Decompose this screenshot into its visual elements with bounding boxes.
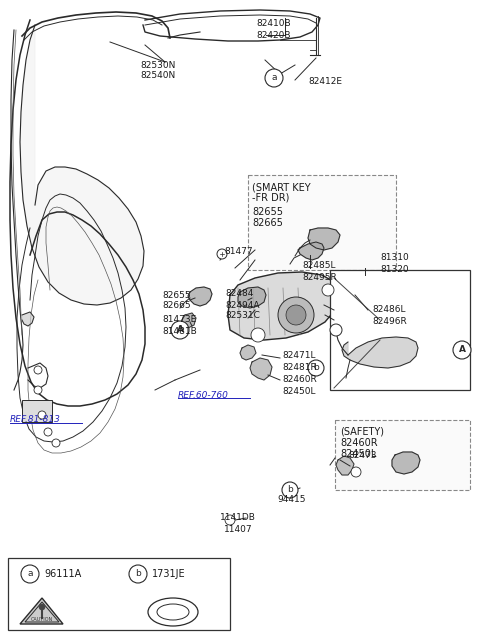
Text: b: b — [313, 364, 319, 372]
Text: 82485L: 82485L — [302, 262, 336, 271]
Polygon shape — [238, 287, 266, 308]
Text: 81473E: 81473E — [162, 316, 196, 324]
Text: 82420B: 82420B — [256, 31, 290, 40]
Polygon shape — [20, 25, 144, 305]
Text: a: a — [27, 570, 33, 579]
Text: 82665: 82665 — [162, 301, 191, 310]
Text: 1141DB: 1141DB — [220, 513, 256, 522]
Ellipse shape — [157, 604, 189, 620]
Circle shape — [351, 467, 361, 477]
Text: 81477: 81477 — [224, 248, 252, 257]
Circle shape — [278, 297, 314, 333]
Text: 81481B: 81481B — [162, 326, 197, 335]
Circle shape — [52, 439, 60, 447]
Text: b: b — [287, 486, 293, 495]
Circle shape — [308, 360, 324, 376]
Circle shape — [282, 482, 298, 498]
Text: 82460R: 82460R — [340, 438, 378, 448]
Polygon shape — [20, 598, 63, 624]
Polygon shape — [182, 313, 196, 328]
Text: a: a — [271, 74, 277, 83]
Text: 82655: 82655 — [252, 207, 283, 217]
Text: 82471L: 82471L — [282, 351, 315, 360]
Text: -FR DR): -FR DR) — [252, 193, 289, 203]
Text: REF.60-760: REF.60-760 — [178, 390, 229, 399]
Circle shape — [21, 565, 39, 583]
Text: 82450L: 82450L — [282, 387, 315, 396]
Text: 82530N: 82530N — [140, 61, 175, 70]
Circle shape — [225, 515, 235, 525]
Text: A: A — [458, 346, 466, 355]
Polygon shape — [336, 456, 354, 475]
Circle shape — [453, 341, 471, 359]
Text: 82481R: 82481R — [282, 362, 317, 371]
FancyBboxPatch shape — [8, 558, 230, 630]
FancyBboxPatch shape — [248, 175, 396, 270]
Text: (SMART KEY: (SMART KEY — [252, 182, 311, 192]
Text: 1731JE: 1731JE — [152, 569, 186, 579]
Text: 96111A: 96111A — [44, 569, 81, 579]
Ellipse shape — [148, 598, 198, 626]
Text: 81310: 81310 — [380, 253, 409, 262]
Circle shape — [39, 604, 45, 610]
Polygon shape — [188, 287, 212, 306]
Polygon shape — [308, 228, 340, 250]
Text: 81320: 81320 — [380, 264, 408, 273]
Text: 82496R: 82496R — [372, 317, 407, 326]
Circle shape — [217, 249, 227, 259]
Text: 82494A: 82494A — [225, 301, 260, 310]
Text: 82665: 82665 — [252, 218, 283, 228]
Text: 82495R: 82495R — [302, 273, 337, 282]
Text: 11407: 11407 — [224, 525, 252, 534]
Circle shape — [34, 366, 42, 374]
Text: REF.81-813: REF.81-813 — [10, 415, 61, 424]
Text: 82460R: 82460R — [282, 376, 317, 385]
Circle shape — [44, 428, 52, 436]
Circle shape — [286, 305, 306, 325]
Text: 82412E: 82412E — [308, 77, 342, 86]
Polygon shape — [392, 452, 420, 474]
Text: A: A — [177, 326, 183, 335]
Text: 82450L: 82450L — [340, 449, 376, 459]
Text: 82484: 82484 — [225, 289, 253, 298]
Polygon shape — [228, 272, 338, 340]
Circle shape — [265, 69, 283, 87]
FancyBboxPatch shape — [330, 270, 470, 390]
Polygon shape — [342, 337, 418, 368]
Circle shape — [251, 328, 265, 342]
Circle shape — [129, 565, 147, 583]
Text: (SAFETY): (SAFETY) — [340, 426, 384, 436]
Circle shape — [171, 321, 189, 339]
Text: 82410B: 82410B — [256, 19, 290, 29]
Text: CAUTION: CAUTION — [31, 617, 53, 622]
Text: b: b — [135, 570, 141, 579]
Circle shape — [34, 386, 42, 394]
Text: 82655: 82655 — [162, 291, 191, 300]
Text: 82473: 82473 — [348, 451, 376, 460]
FancyBboxPatch shape — [22, 400, 52, 422]
Text: 82531C: 82531C — [225, 312, 260, 321]
Circle shape — [284, 484, 296, 496]
Circle shape — [38, 411, 46, 419]
Polygon shape — [298, 242, 324, 260]
Polygon shape — [250, 358, 272, 380]
Circle shape — [330, 324, 342, 336]
Circle shape — [322, 284, 334, 296]
Polygon shape — [240, 345, 256, 360]
FancyBboxPatch shape — [335, 420, 470, 490]
Text: 94415: 94415 — [278, 495, 306, 504]
Text: 82540N: 82540N — [140, 72, 175, 81]
Text: 82486L: 82486L — [372, 305, 406, 314]
Polygon shape — [22, 312, 34, 326]
